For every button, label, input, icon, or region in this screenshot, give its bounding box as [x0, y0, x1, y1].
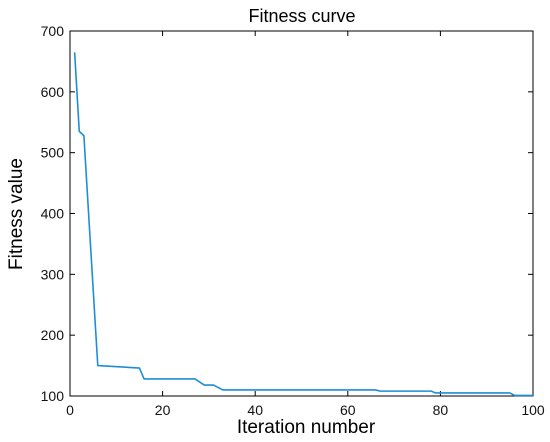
y-tick-label: 400 — [41, 206, 65, 222]
fitness-series-line — [73, 52, 533, 397]
x-tick-label: 60 — [340, 402, 356, 418]
y-tick-label: 200 — [41, 327, 65, 343]
x-tick-label: 40 — [247, 402, 263, 418]
x-axis-title: Iteration number — [237, 417, 376, 438]
y-axis-title: Fitness value — [6, 158, 27, 270]
y-tick-label: 500 — [41, 145, 65, 161]
y-tick-label: 700 — [41, 23, 65, 39]
y-tick-label: 300 — [41, 266, 65, 282]
x-axis: 0 20 40 60 80 100 — [66, 31, 545, 418]
x-tick-label: 100 — [521, 402, 545, 418]
chart-title: Fitness curve — [248, 6, 355, 26]
x-tick-label: 80 — [433, 402, 449, 418]
y-axis: 100 200 300 400 500 600 700 — [41, 23, 533, 404]
x-tick-label: 20 — [155, 402, 171, 418]
y-tick-label: 600 — [41, 84, 65, 100]
y-tick-label: 100 — [41, 388, 65, 404]
x-tick-label: 0 — [66, 402, 74, 418]
series-layer — [73, 52, 533, 397]
plot-area-frame — [69, 30, 534, 397]
